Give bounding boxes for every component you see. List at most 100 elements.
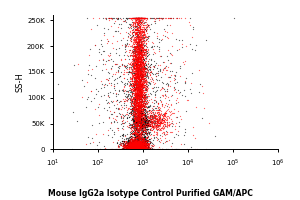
Point [133,113,138,116]
Point [124,137,128,140]
Point [138,110,142,113]
Point [157,120,162,123]
Point [134,98,139,101]
Point [169,112,174,115]
Point [135,104,140,107]
Point [129,146,134,149]
Point [138,77,143,80]
Point [141,145,146,148]
Point [138,66,143,69]
Point [133,16,138,19]
Point [131,148,136,151]
Point [131,114,136,118]
Point [139,97,144,100]
Point [134,146,139,149]
Point [133,80,138,83]
Point [132,139,137,142]
Point [152,107,157,110]
Point [134,148,139,151]
Point [137,146,142,149]
Point [172,74,176,77]
Point [141,148,146,151]
Point [142,141,146,144]
Point [121,148,125,151]
Point [135,69,140,72]
Point [142,103,147,106]
Point [130,141,135,145]
Point [142,96,147,99]
Point [140,21,145,24]
Point [137,74,142,77]
Point [134,75,139,78]
Point [141,106,146,109]
Point [133,65,138,68]
Point [135,122,140,125]
Point [128,147,133,150]
Point [141,125,146,129]
Point [164,82,168,85]
Point [130,144,135,147]
Point [139,123,144,127]
Point [134,87,139,91]
Point [137,146,142,149]
Point [126,49,131,52]
Point [133,83,138,86]
Point [147,141,152,144]
Point [139,16,143,19]
Point [137,142,142,146]
Point [131,74,136,77]
Point [142,16,147,19]
Point [127,135,131,138]
Point [176,133,180,137]
Point [125,148,130,151]
Point [132,144,137,148]
Point [136,60,141,63]
Point [139,119,144,122]
Point [141,146,146,149]
Point [134,113,139,116]
Point [142,58,147,61]
Point [141,145,146,148]
Point [128,143,133,146]
Point [148,113,153,116]
Point [143,26,148,29]
Point [138,146,143,150]
Point [129,118,134,121]
Point [139,103,144,106]
Point [123,140,128,143]
Point [134,148,139,151]
Point [156,123,161,126]
Point [135,78,140,81]
Point [141,137,146,140]
Point [142,86,147,89]
Point [146,106,150,109]
Point [134,116,139,119]
Point [124,144,129,148]
Point [153,72,158,75]
Point [132,80,137,83]
Point [136,17,141,20]
Point [142,137,147,140]
Point [128,148,132,151]
Point [108,66,113,70]
Point [145,143,150,146]
Point [112,119,117,122]
Point [133,93,137,96]
Point [137,147,142,150]
Point [144,141,148,144]
Point [137,142,142,145]
Point [132,146,137,149]
Point [137,146,142,149]
Point [145,140,149,143]
Point [137,136,142,139]
Point [156,122,161,125]
Point [146,131,151,134]
Point [134,114,138,117]
Point [131,76,136,79]
Point [132,124,136,127]
Point [134,81,139,84]
Point [129,97,134,100]
Point [149,119,154,122]
Point [136,148,140,151]
Point [138,39,142,42]
